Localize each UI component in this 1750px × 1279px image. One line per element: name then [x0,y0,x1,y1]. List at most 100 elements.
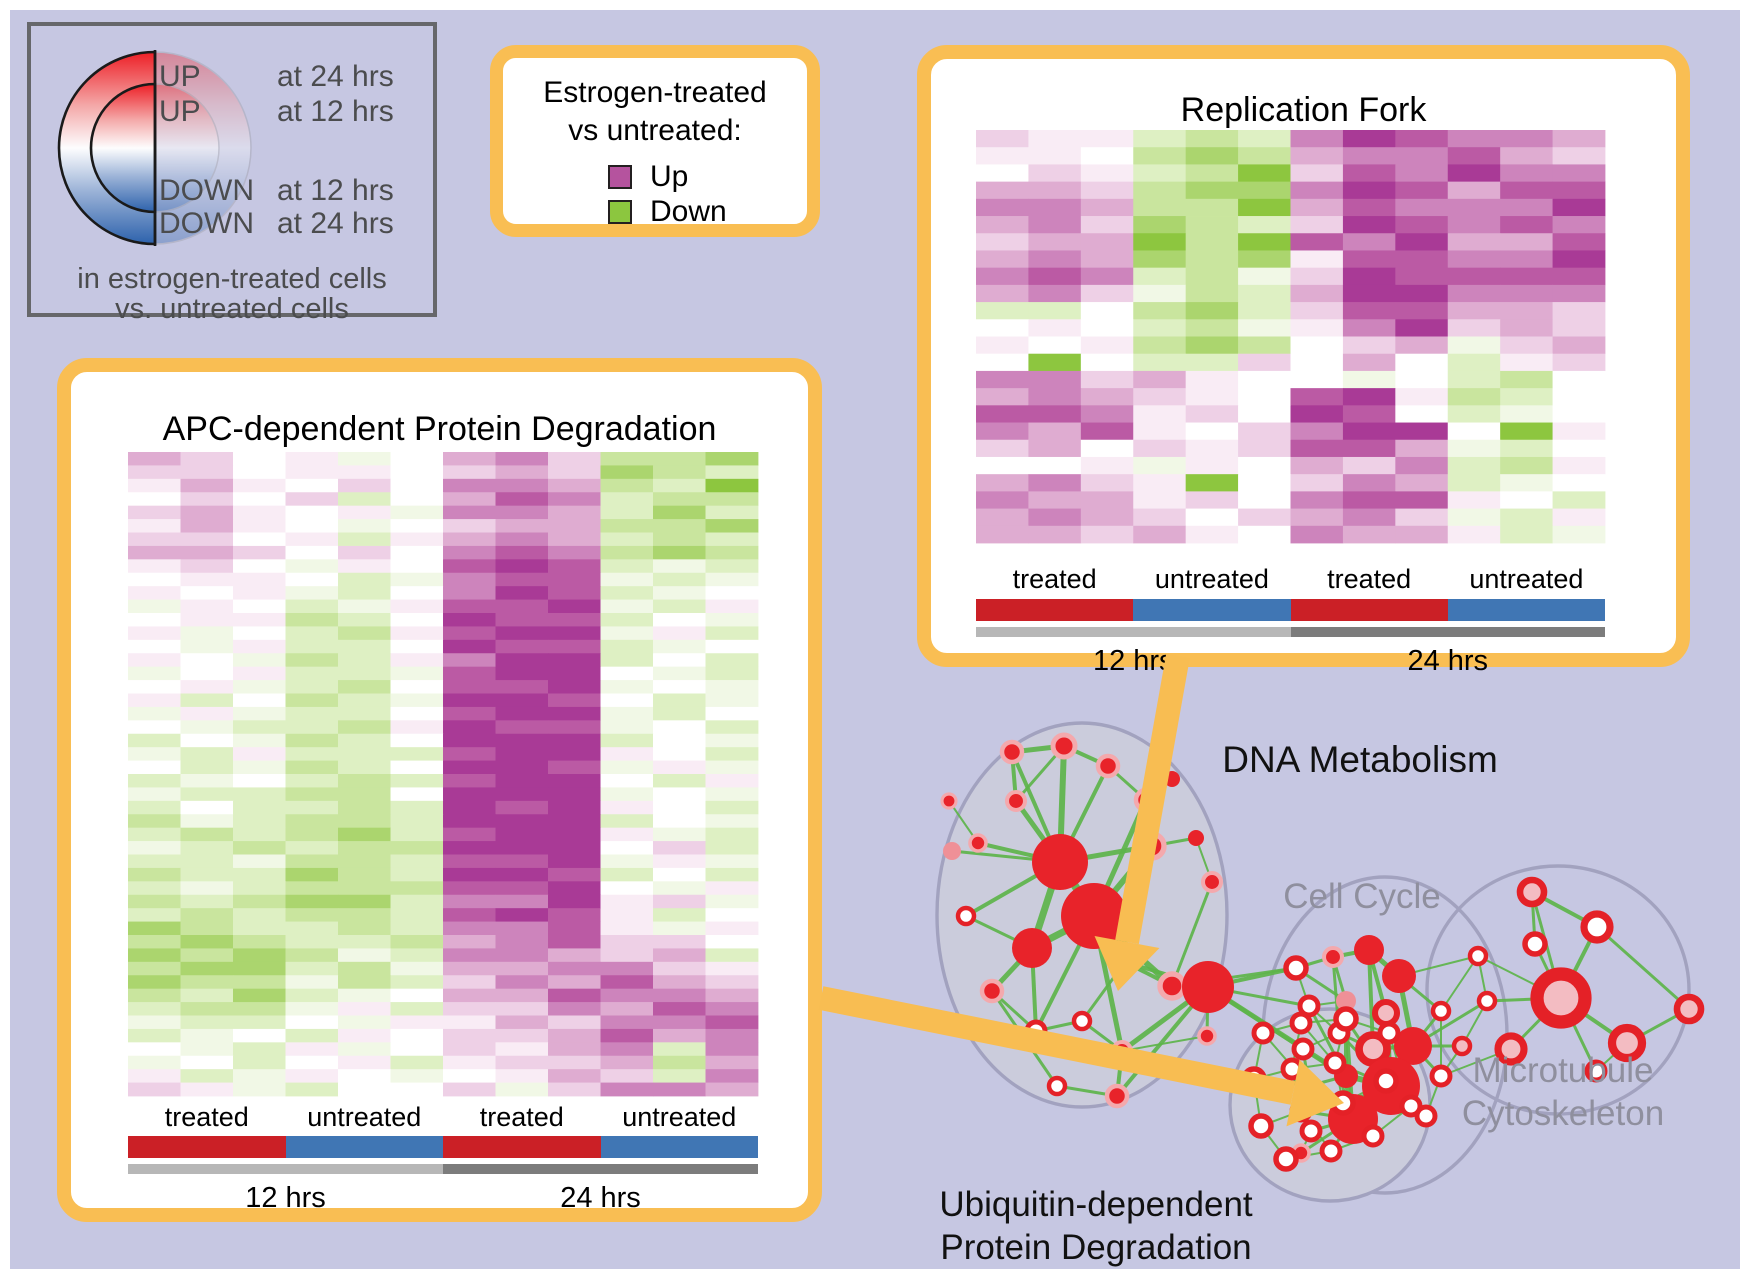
heatmap-cell [600,760,654,775]
network-node-h [999,739,1025,765]
heatmap-cell [1028,233,1082,251]
heatmap-cell [1447,267,1501,286]
heatmap-cell [653,639,706,654]
heatmap-cell [180,1028,234,1043]
heatmap-cell [1552,216,1606,234]
heatmap-cell [128,948,181,963]
heatmap-cell [285,545,339,560]
heatmap-cell [180,894,234,909]
heatmap-cell [1395,474,1449,492]
heatmap-cell [1552,267,1606,286]
heatmap-cell [338,814,391,829]
condition-bar-treated [1290,599,1448,621]
heatmap-cell [1290,353,1344,372]
heatmap-cell [390,572,444,587]
heatmap-cell [705,492,759,507]
heatmap-cell [390,599,444,614]
heatmap-cell [548,478,601,493]
heatmap-cell [1500,491,1553,509]
heatmap-cell [390,760,444,775]
heatmap-cell [548,1055,601,1070]
heatmap-cell [285,505,339,520]
heatmap-cell [1028,216,1082,234]
heatmap-cell [338,841,391,855]
heatmap-cell [1395,388,1449,406]
heatmap-cell [548,827,601,842]
heatmap-cell [1290,267,1344,286]
heatmap-cell [128,733,181,748]
heatmap-cell [1395,198,1449,217]
heatmap-cell [338,720,391,735]
heatmap-cell [128,706,181,721]
heatmap-cell [600,800,654,815]
heatmap-cell [285,988,339,1003]
heatmap-cell [705,1055,759,1070]
heatmap-cell [548,586,601,600]
heatmap-cell [338,586,391,600]
heatmap-cell [233,774,286,788]
heatmap-cell [495,814,549,829]
heatmap-cell [390,519,444,533]
heatmap-cell [495,827,549,842]
heatmap-cell [495,935,549,949]
heatmap-cell [1500,508,1553,527]
heatmap-cell [653,613,706,627]
heatmap-cell [495,760,549,775]
heatmap-cell [1028,267,1082,286]
heatmap-cell [548,639,601,654]
heatmap-cell [495,519,549,533]
heatmap-cell [1185,130,1239,148]
heatmap-cell [548,706,601,721]
heatmap-cell [443,545,496,560]
heatmap-cell [976,370,1029,389]
heatmap-cell [338,1002,391,1016]
heatmap-cell [128,639,181,654]
heatmap-cell [600,545,654,560]
heatmap-cell [495,867,549,882]
heatmap-cell [338,881,391,896]
heatmap-cell [548,505,601,520]
heatmap-cell [180,478,234,493]
heatmap-cell [338,572,391,587]
cluster-label-microtubule-cytoskeleton: Microtubule Cytoskeleton [1462,1051,1664,1133]
heatmap-cell [285,586,339,600]
heatmap-cell [1552,302,1606,320]
heatmap-cell [1080,405,1134,423]
heatmap-cell [1342,456,1396,475]
time-label-24hrs: 24 hrs [560,1182,641,1214]
heatmap-cell [390,532,444,547]
heatmap-cell [285,908,339,922]
heatmap-cell [1028,474,1082,492]
heatmap-cell [1290,405,1344,423]
heatmap-cell [285,599,339,614]
heatmap-cell [1342,370,1396,389]
heatmap-cell [180,706,234,721]
heatmap-cell [1080,181,1134,200]
heatmap-cell [495,720,549,735]
heatmap-cell [548,452,601,466]
heatmap-cell [600,1055,654,1070]
heatmap-cell [1185,302,1239,320]
heatmap-cell [705,613,759,627]
heatmap-cell [285,854,339,869]
heatmap-cell [1080,388,1134,406]
heatmap-cell [495,653,549,668]
heatmap-cell [443,774,496,788]
heatmap-cell [976,250,1029,269]
heatmap-cell [390,653,444,668]
heatmap-cell [495,733,549,748]
heatmap-cell [548,545,601,560]
heatmap-cell [285,948,339,963]
network-node-h [1200,870,1224,894]
heatmap-cell [600,1015,654,1030]
network-node-p [1516,876,1548,908]
heatmap-cell [495,452,549,466]
heatmap-cell [1238,198,1291,217]
heatmap-cell [1080,250,1134,269]
heatmap-cell [1342,491,1396,509]
heatmap-cell [128,800,181,815]
heatmap-cell [495,908,549,922]
heatmap-cell [180,666,234,681]
heatmap-cell [1395,250,1449,269]
heatmap-cell [705,921,759,936]
